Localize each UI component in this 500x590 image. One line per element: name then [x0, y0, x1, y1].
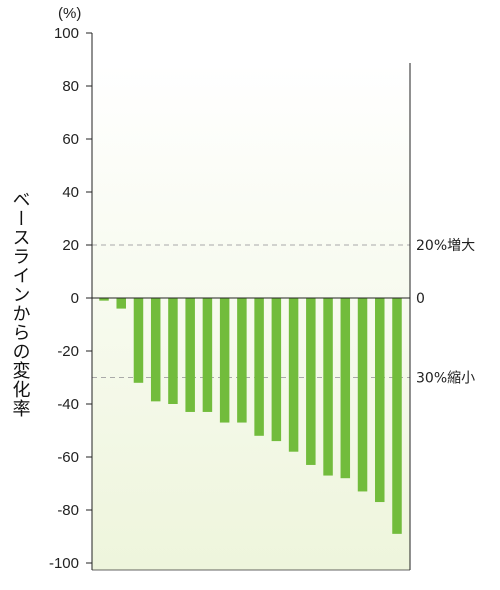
bar-16	[357, 298, 368, 492]
y-axis-unit-label: (%)	[58, 5, 81, 22]
plot-background	[92, 63, 410, 570]
reference-label-2: 30%縮小	[416, 371, 475, 387]
y-tick-label-0: 0	[71, 290, 79, 307]
y-tick-label--40: -40	[57, 396, 79, 413]
bar-8	[219, 298, 230, 423]
y-axis-title: ベースラインからの変化率	[10, 190, 31, 418]
y-tick-label--80: -80	[57, 502, 79, 519]
bar-18	[392, 298, 402, 534]
bar-2	[116, 298, 126, 309]
bar-5	[168, 298, 178, 404]
y-tick-label--60: -60	[57, 449, 79, 466]
bar-13	[306, 298, 316, 465]
y-tick-label-20: 20	[62, 237, 79, 254]
y-tick-label-40: 40	[62, 184, 79, 201]
bar-7	[202, 298, 213, 412]
bar-1	[99, 298, 109, 301]
y-tick-label--100: -100	[49, 555, 79, 572]
bar-6	[185, 298, 195, 412]
y-tick-label-60: 60	[62, 131, 79, 148]
y-tick-label-100: 100	[54, 25, 79, 42]
bar-3	[133, 298, 144, 383]
bar-4	[150, 298, 161, 402]
bar-17	[375, 298, 385, 503]
reference-label-1: 0	[416, 291, 425, 307]
y-tick-label--20: -20	[57, 343, 79, 360]
bar-10	[254, 298, 264, 436]
bar-12	[288, 298, 299, 452]
bar-15	[340, 298, 351, 479]
bar-11	[271, 298, 282, 442]
y-tick-label-80: 80	[62, 78, 79, 95]
bar-9	[237, 298, 247, 423]
reference-label-0: 20%増大	[416, 238, 475, 254]
bar-14	[323, 298, 333, 476]
